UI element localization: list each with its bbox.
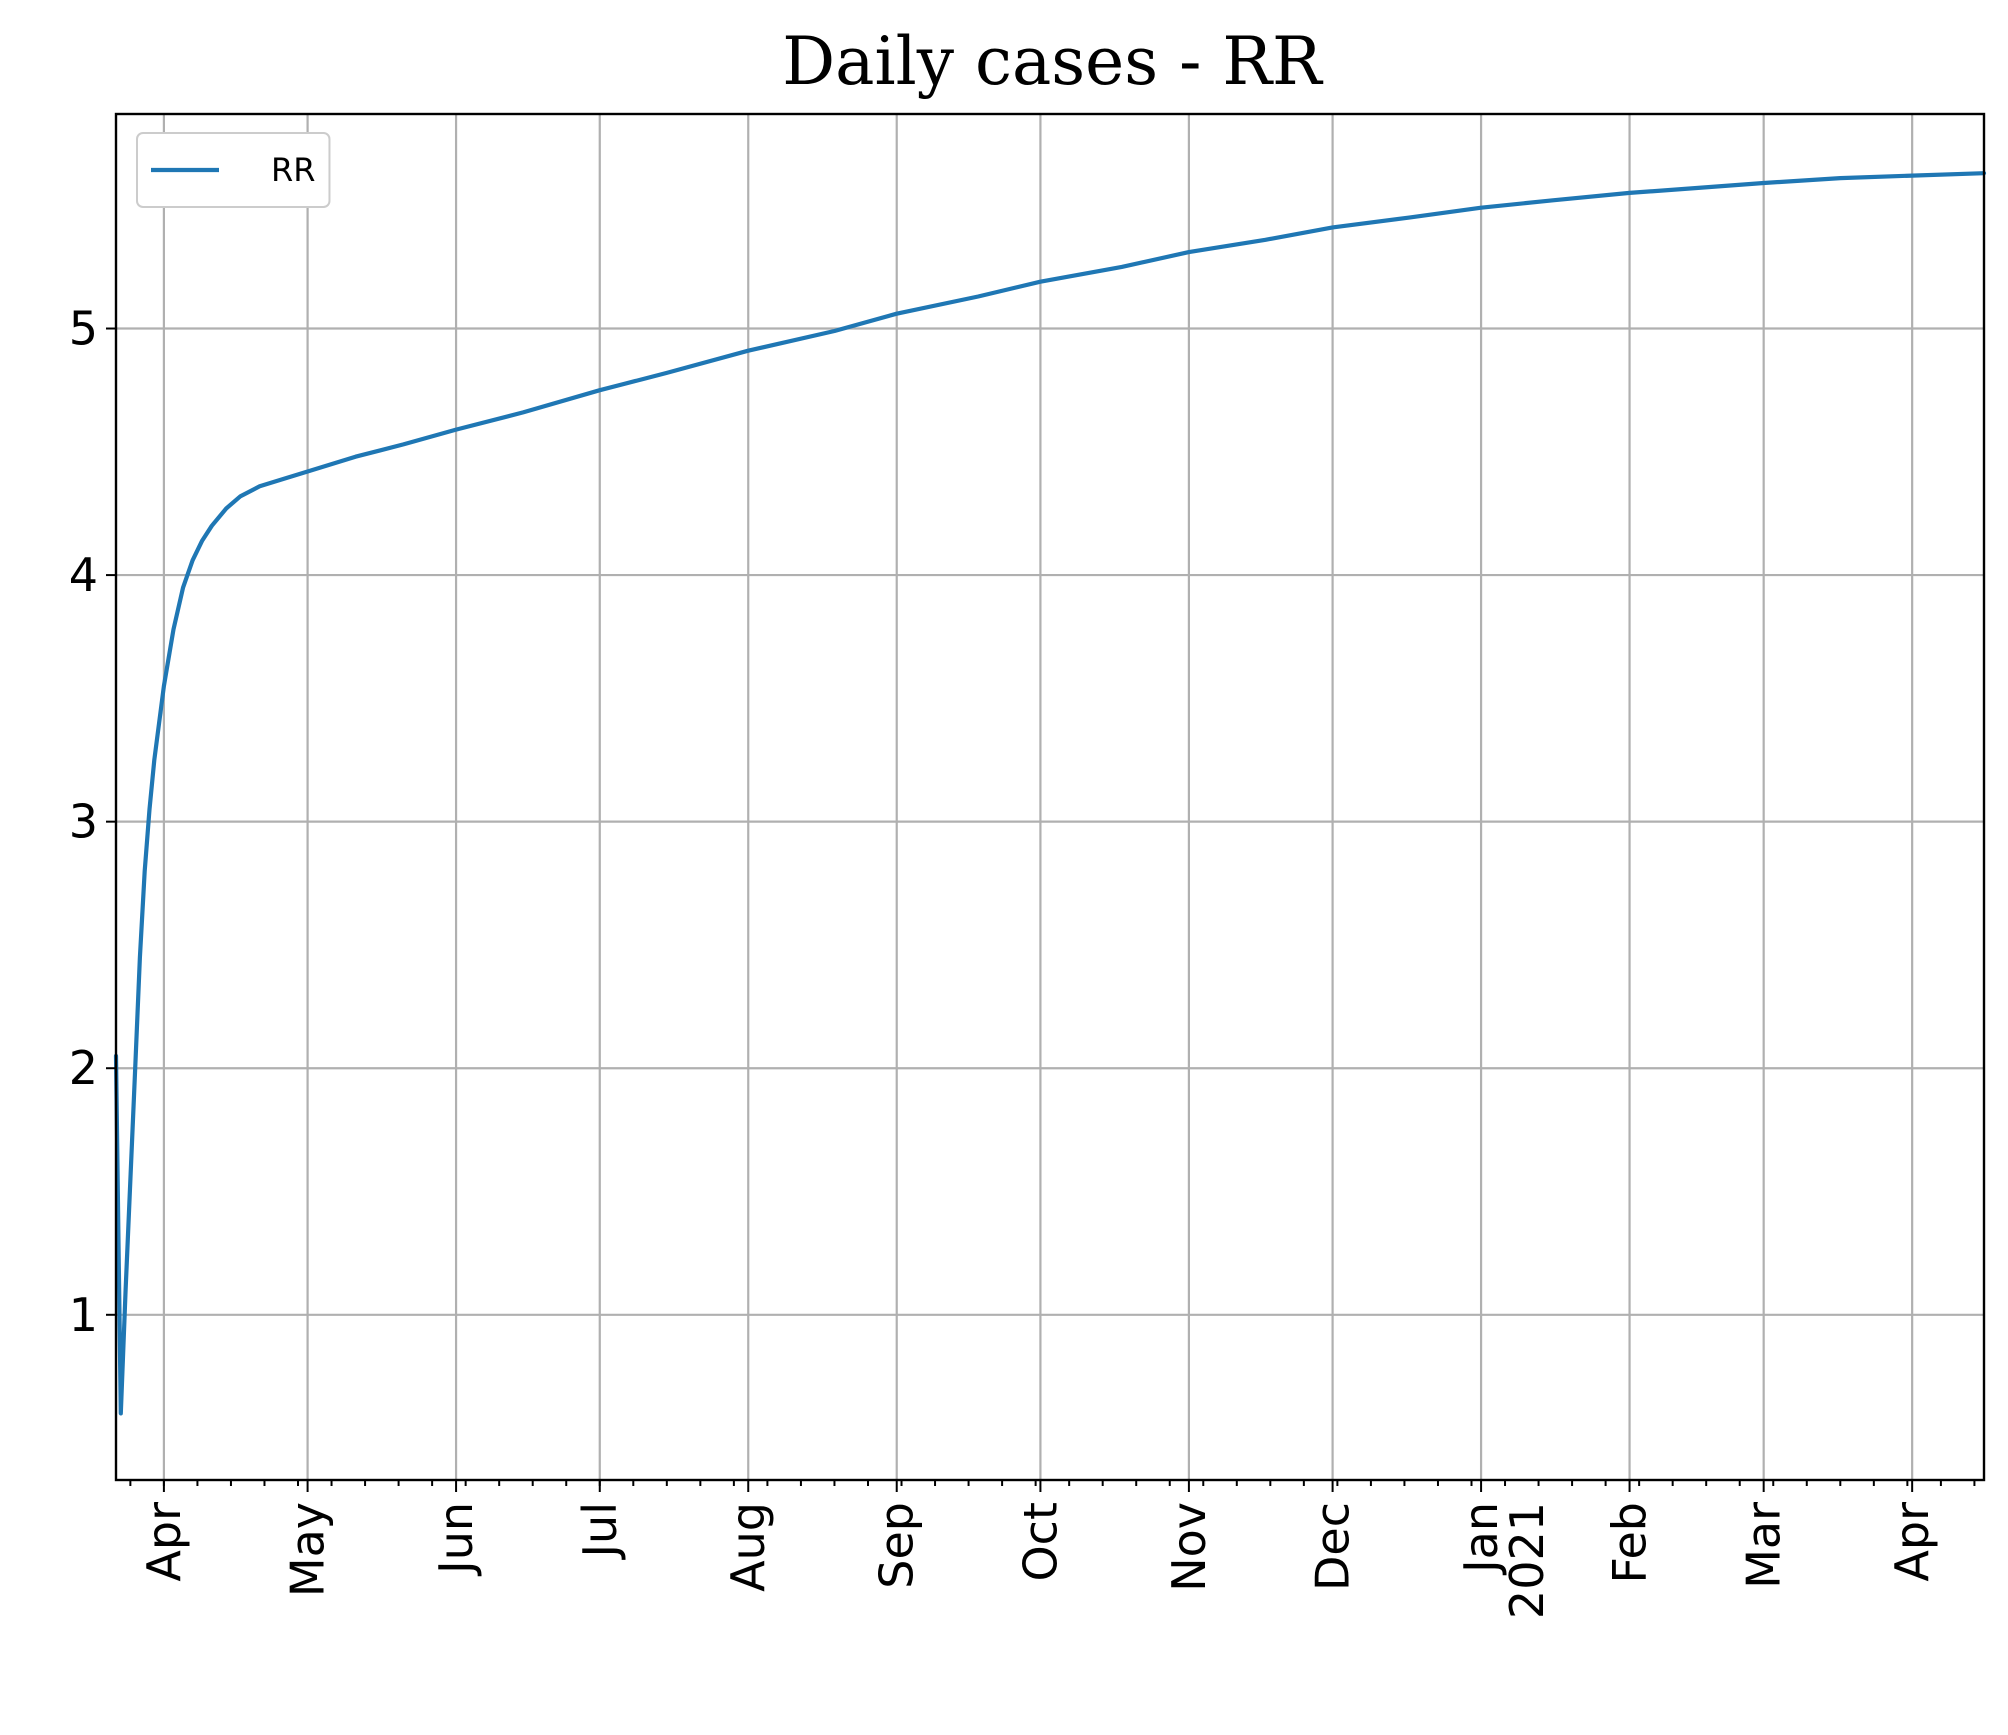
y-tick-label-4: 4 bbox=[69, 548, 98, 602]
x-tick-label-3: Jul bbox=[573, 1502, 627, 1561]
x-tick-label-9: Jan2021 bbox=[1454, 1502, 1554, 1619]
y-tick-label-5: 5 bbox=[69, 302, 98, 356]
x-tick-label-7: Nov bbox=[1162, 1502, 1216, 1592]
legend-label-rr: RR bbox=[271, 151, 315, 189]
series-layer bbox=[113, 171, 1987, 1416]
x-tick-label-5: Sep bbox=[870, 1502, 924, 1589]
x-tick-label-1: May bbox=[281, 1502, 335, 1597]
x-tick-label-12: Apr bbox=[1885, 1502, 1939, 1582]
x-tick-label-2: Jun bbox=[429, 1502, 483, 1577]
axes-frame bbox=[114, 112, 1986, 1482]
x-tick-label-8: Dec bbox=[1306, 1502, 1360, 1591]
x-tick-label-4: Aug bbox=[721, 1502, 775, 1592]
axis-ticks: 1 2 3 4 5 Apr May Jun Jul Aug Sep Oct Nov Dec Jan2021 F… bbox=[69, 302, 1976, 1619]
grid bbox=[116, 114, 1984, 1480]
legend-box bbox=[136, 132, 331, 208]
chart-title: Daily cases - RR bbox=[782, 23, 1324, 100]
x-tick-label-11: Mar bbox=[1737, 1502, 1791, 1589]
x-tick-label-6: Oct bbox=[1013, 1502, 1067, 1582]
y-tick-label-1: 1 bbox=[69, 1288, 98, 1342]
x-tick-label-0: Apr bbox=[137, 1502, 191, 1582]
x-tick-label-10: Feb bbox=[1603, 1502, 1657, 1583]
y-tick-label-3: 3 bbox=[69, 795, 98, 849]
legend: RR bbox=[136, 132, 331, 208]
y-tick-label-2: 2 bbox=[69, 1041, 98, 1095]
series-line-rr bbox=[113, 171, 1987, 1416]
